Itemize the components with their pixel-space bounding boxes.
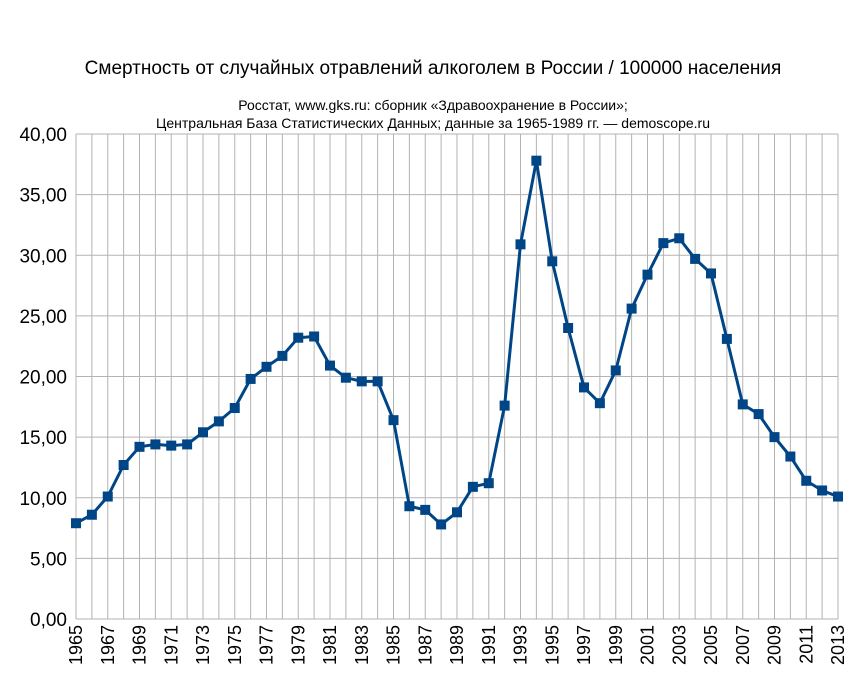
- data-point: [420, 504, 431, 515]
- data-point: [134, 441, 145, 452]
- x-tick-label: 1979: [288, 625, 308, 665]
- data-point: [483, 478, 494, 489]
- data-point: [737, 399, 748, 410]
- x-tick-label: 1989: [447, 625, 467, 665]
- data-point: [769, 432, 780, 443]
- data-point: [71, 518, 81, 529]
- y-tick-label: 35,00: [19, 186, 67, 207]
- y-axis-ticks: 0,00 5,00 10,00 15,00 20,00 25,00 30,00 35,00 40…: [19, 125, 67, 631]
- data-point: [388, 415, 399, 426]
- data-point: [594, 398, 605, 409]
- x-tick-label: 2005: [701, 625, 721, 665]
- data-point: [261, 361, 272, 372]
- data-point: [86, 509, 97, 520]
- y-tick-label: 25,00: [19, 307, 67, 328]
- data-point: [690, 253, 701, 264]
- x-tick-label: 1993: [511, 625, 531, 665]
- x-tick-label: 1975: [225, 625, 245, 665]
- data-point: [658, 238, 669, 249]
- data-point: [642, 269, 653, 280]
- y-tick-label: 10,00: [19, 489, 67, 510]
- data-point: [721, 333, 732, 344]
- data-point: [198, 427, 208, 438]
- x-tick-label: 1983: [352, 625, 372, 665]
- data-point: [706, 268, 716, 279]
- data-point: [182, 439, 193, 450]
- y-tick-label: 20,00: [19, 368, 67, 389]
- data-point: [309, 331, 320, 342]
- data-point: [499, 400, 510, 411]
- data-point: [833, 491, 843, 502]
- data-point: [404, 501, 415, 512]
- data-point: [436, 519, 447, 530]
- data-point: [325, 360, 335, 371]
- y-tick-label: 30,00: [19, 246, 67, 267]
- data-point: [547, 256, 558, 267]
- x-tick-label: 1971: [161, 625, 181, 665]
- data-point: [166, 440, 177, 451]
- x-tick-label: 1987: [415, 625, 435, 665]
- data-point: [213, 416, 224, 427]
- data-point: [467, 481, 478, 492]
- data-point: [531, 155, 542, 166]
- data-point: [563, 323, 574, 333]
- y-tick-label: 5,00: [30, 549, 67, 570]
- x-tick-label: 2001: [638, 625, 658, 665]
- x-tick-label: 2011: [796, 625, 816, 664]
- x-tick-label: 1969: [130, 625, 150, 665]
- series-mortality: [71, 155, 843, 530]
- data-point: [340, 372, 351, 383]
- x-tick-label: 1995: [542, 625, 562, 665]
- x-tick-label: 1973: [193, 625, 213, 665]
- x-tick-label: 2013: [828, 625, 848, 665]
- data-point: [785, 451, 796, 462]
- x-tick-label: 1985: [384, 625, 404, 665]
- grid: [75, 133, 839, 620]
- data-point: [801, 475, 812, 486]
- data-point: [245, 373, 256, 384]
- chart-subtitle-line-1: Росстат, www.gks.ru: сборник «Здравоохра…: [238, 97, 628, 113]
- data-point: [817, 485, 828, 496]
- data-point: [626, 303, 637, 314]
- data-point: [579, 382, 589, 393]
- x-tick-label: 1977: [257, 625, 277, 665]
- chart-subtitle-line-2: Центральная База Статистических Данных; …: [156, 115, 710, 131]
- x-tick-label: 2007: [733, 625, 753, 665]
- data-point: [118, 460, 129, 471]
- data-point: [102, 491, 113, 502]
- y-tick-label: 15,00: [19, 428, 67, 449]
- chart-title: Смертность от случайных отравлений алког…: [84, 58, 782, 79]
- x-tick-label: 1991: [479, 625, 499, 665]
- x-tick-label: 1965: [66, 625, 86, 665]
- data-point: [753, 409, 764, 420]
- data-point: [674, 233, 685, 244]
- x-tick-label: 1967: [98, 625, 118, 665]
- data-point: [293, 332, 304, 343]
- x-tick-label: 2009: [765, 625, 785, 665]
- x-tick-label: 2003: [669, 625, 689, 665]
- data-point: [277, 350, 288, 361]
- data-point: [356, 376, 367, 387]
- data-point: [150, 439, 161, 450]
- y-tick-label: 40,00: [19, 125, 67, 146]
- data-point: [452, 507, 462, 518]
- x-tick-label: 1999: [606, 625, 626, 665]
- y-tick-label: 0,00: [30, 610, 67, 631]
- x-tick-label: 1981: [320, 625, 340, 665]
- data-point: [229, 403, 240, 414]
- data-point: [372, 376, 383, 387]
- data-point: [515, 239, 526, 250]
- x-tick-label: 1997: [574, 625, 594, 665]
- x-axis-ticks: 1965 1967 1969 1971 1973 1975 1977 1979 1981 1983…: [66, 625, 848, 665]
- data-point: [610, 365, 621, 376]
